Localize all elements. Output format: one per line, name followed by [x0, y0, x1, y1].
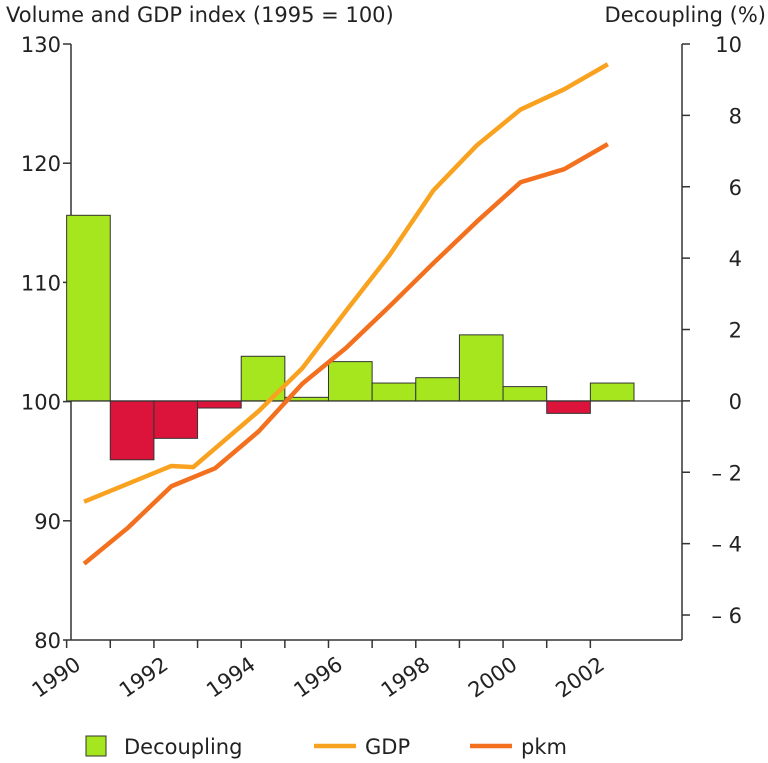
decoupling-bar [327, 361, 373, 402]
series-line-pkm [82, 142, 609, 566]
legend-decoupling-swatch [85, 735, 107, 757]
right-axis: – 6 – 4 – 2 0 2 4 6 8 10 [681, 33, 742, 640]
left-tick-label: 120 [21, 152, 61, 176]
decoupling-bar [502, 386, 548, 402]
left-axis: 80 90 100 110 120 130 [21, 33, 72, 653]
decoupling-bar [197, 400, 242, 409]
right-axis-ticks: – 6 – 4 – 2 0 2 4 6 8 10 [682, 33, 742, 628]
left-tick-label: 110 [21, 271, 61, 295]
x-tick-label: 1992 [115, 652, 173, 702]
x-tick-label: 1990 [28, 652, 86, 702]
right-tick-label: 2 [729, 319, 742, 343]
decoupling-bar [546, 400, 591, 414]
x-tick-label: 2002 [551, 652, 609, 702]
right-tick-label: – 6 [711, 604, 742, 628]
left-tick-label: 130 [21, 33, 61, 57]
right-tick-label: – 4 [711, 533, 742, 557]
legend-pkm-label: pkm [521, 735, 567, 759]
decoupling-bar [109, 400, 155, 461]
x-tick-label: 2000 [464, 652, 522, 702]
right-tick-label: 8 [729, 104, 742, 128]
x-tick-label: 1998 [377, 652, 435, 702]
x-tick-label: 1994 [202, 652, 260, 702]
left-tick-label: 100 [21, 391, 61, 415]
decoupling-bar [415, 377, 460, 402]
x-axis: 1990 1992 1994 1996 1998 2000 2002 [28, 639, 682, 703]
right-tick-label: 4 [729, 247, 742, 271]
x-axis-ticks: 1990 1992 1994 1996 1998 2000 2002 [28, 640, 609, 703]
decoupling-bar [153, 400, 199, 439]
legend-gdp-label: GDP [365, 735, 410, 759]
decoupling-bar [371, 382, 417, 402]
right-tick-label: 6 [729, 176, 742, 200]
legend: Decoupling GDP pkm [85, 735, 567, 759]
decoupling-bars [66, 214, 635, 461]
decoupling-bar [458, 334, 504, 402]
decoupling-bar [66, 214, 111, 402]
right-tick-label: 10 [715, 33, 742, 57]
series-line-gdp [83, 62, 609, 504]
x-tick-label: 1996 [289, 652, 347, 702]
left-axis-ticks: 80 90 100 110 120 130 [21, 33, 71, 653]
series-lines [82, 62, 609, 566]
right-tick-label: – 2 [711, 461, 742, 485]
left-tick-label: 90 [34, 510, 61, 534]
left-axis-title: Volume and GDP index (1995 = 100) [6, 3, 394, 27]
legend-decoupling-label: Decoupling [124, 735, 242, 759]
decoupling-bar [589, 382, 635, 402]
right-tick-label: 0 [729, 390, 742, 414]
right-axis-title: Decoupling (%) [605, 3, 766, 27]
left-tick-label: 80 [34, 629, 61, 653]
